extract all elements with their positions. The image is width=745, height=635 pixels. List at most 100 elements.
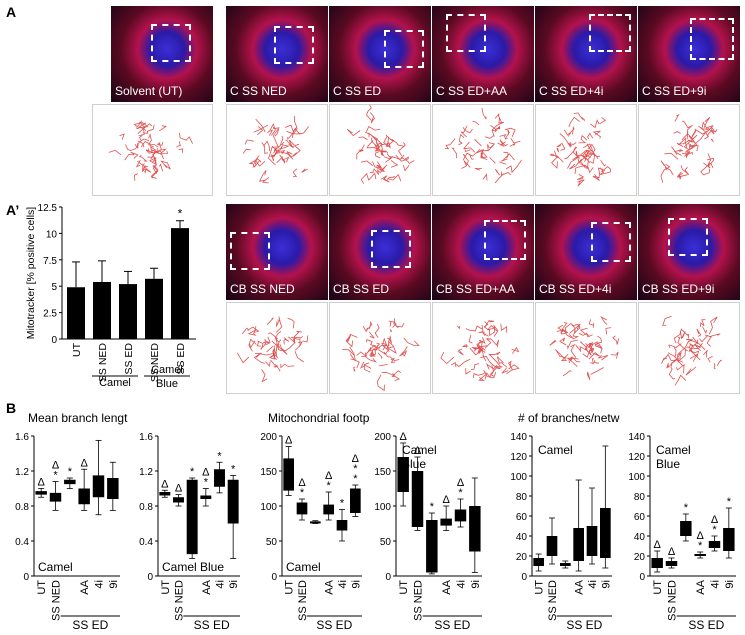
trace-segment (600, 166, 611, 173)
trace-segment (668, 366, 676, 380)
trace-segment (404, 346, 408, 351)
y-tick-label: 0 (51, 335, 57, 346)
box (227, 479, 239, 524)
y-tick-label: 12.5 (38, 203, 58, 214)
trace-segment (483, 370, 495, 379)
trace-segment (581, 117, 585, 122)
trace-segment (551, 150, 558, 169)
x-tick-label: UT (284, 580, 296, 595)
trace-segment (140, 140, 159, 148)
trace-segment (399, 350, 408, 357)
micrograph-c-ss-ed-aa: C SS ED+AA (432, 6, 534, 102)
significance-mark: * (430, 501, 435, 513)
trace-segment (375, 143, 383, 155)
trace-segment (487, 144, 494, 152)
trace-segment (244, 139, 254, 145)
trace-segment (582, 155, 594, 174)
trace-segment (569, 158, 583, 170)
y-tick-label: 60 (516, 512, 528, 523)
box (723, 528, 735, 551)
trace-lines (342, 318, 420, 392)
trace-segment (178, 148, 184, 153)
x-tick-label: SS NED (51, 580, 63, 621)
trace-segment (267, 332, 280, 343)
trace-segment (381, 371, 401, 381)
trace-segment (549, 340, 557, 346)
x-tick-label: SS NED (297, 580, 309, 621)
trace-segment (500, 323, 508, 333)
y-tick-label: 60 (634, 512, 646, 523)
significance-mark: Δ (285, 435, 293, 447)
trace-segment (108, 149, 122, 156)
group-label: SS ED (688, 618, 724, 632)
roi-box (151, 24, 191, 62)
network-trace-cb-ss-ed (329, 302, 431, 394)
trace-segment (480, 355, 501, 369)
micrograph-cb-ss-ed: CB SS ED (329, 204, 431, 300)
trace-segment (675, 352, 684, 367)
trace-segment (664, 153, 679, 160)
significance-mark: Δ (298, 477, 306, 489)
y-tick-label: 0 (271, 572, 277, 583)
x-tick-label: UT (652, 580, 664, 595)
trace-segment (142, 163, 145, 171)
significance-mark: * (353, 473, 358, 485)
trace-segment (366, 345, 381, 354)
trace-segment (286, 151, 297, 158)
trace-segment (484, 338, 492, 349)
trace-segment (275, 319, 280, 327)
significance-mark: * (340, 498, 345, 510)
trace-segment (577, 179, 585, 187)
trace-segment (687, 133, 698, 141)
trace-segment (480, 152, 488, 160)
significance-mark: Δ (202, 467, 210, 479)
y-tick-label: 50 (266, 537, 278, 548)
significance-mark: * (327, 480, 332, 492)
box (283, 458, 294, 491)
trace-segment (571, 324, 581, 334)
trace-segment (673, 328, 689, 344)
trace-segment (686, 151, 693, 156)
trace-segment (287, 132, 294, 140)
box (350, 488, 361, 513)
trace-segment (261, 369, 268, 383)
trace-segment (680, 165, 690, 176)
y-tick-label: 10 (46, 229, 58, 240)
trace-segment (707, 157, 714, 168)
y-tick-label: 20 (516, 552, 528, 563)
micrograph-cb-ss-ed-4i: CB SS ED+4i (535, 204, 637, 300)
trace-segment (569, 323, 581, 334)
trace-lines (346, 103, 415, 184)
trace-segment (688, 343, 694, 348)
x-tick-label: 4i (215, 580, 227, 589)
group-label: SS ED (566, 618, 602, 632)
trace-segment (674, 113, 680, 122)
significance-mark: * (53, 470, 58, 482)
significance-mark: * (684, 502, 689, 514)
trace-segment (256, 341, 261, 347)
trace-segment (267, 123, 276, 136)
trace-segment (573, 112, 584, 121)
trace-segment (263, 140, 271, 152)
y-tick-label: 100 (374, 502, 391, 513)
trace-segment (678, 348, 686, 363)
trace-segment (465, 325, 483, 332)
trace-segment (148, 133, 154, 148)
trace-segment (248, 159, 266, 167)
trace-segment (577, 174, 585, 180)
trace-segment (145, 145, 157, 154)
trace-segment (495, 168, 501, 176)
y-tick-label: 0.4 (139, 537, 153, 548)
trace-segment (365, 339, 376, 347)
trace-segment (686, 346, 691, 349)
trace-segment (597, 167, 606, 174)
network-trace-c-ss-ned (226, 104, 328, 196)
trace-segment (462, 343, 469, 348)
trace-segment (489, 324, 499, 337)
trace-segment (400, 156, 415, 165)
trace-segment (691, 128, 710, 136)
trace-lines (549, 316, 620, 381)
trace-segment (587, 132, 594, 140)
trace-segment (568, 330, 580, 340)
